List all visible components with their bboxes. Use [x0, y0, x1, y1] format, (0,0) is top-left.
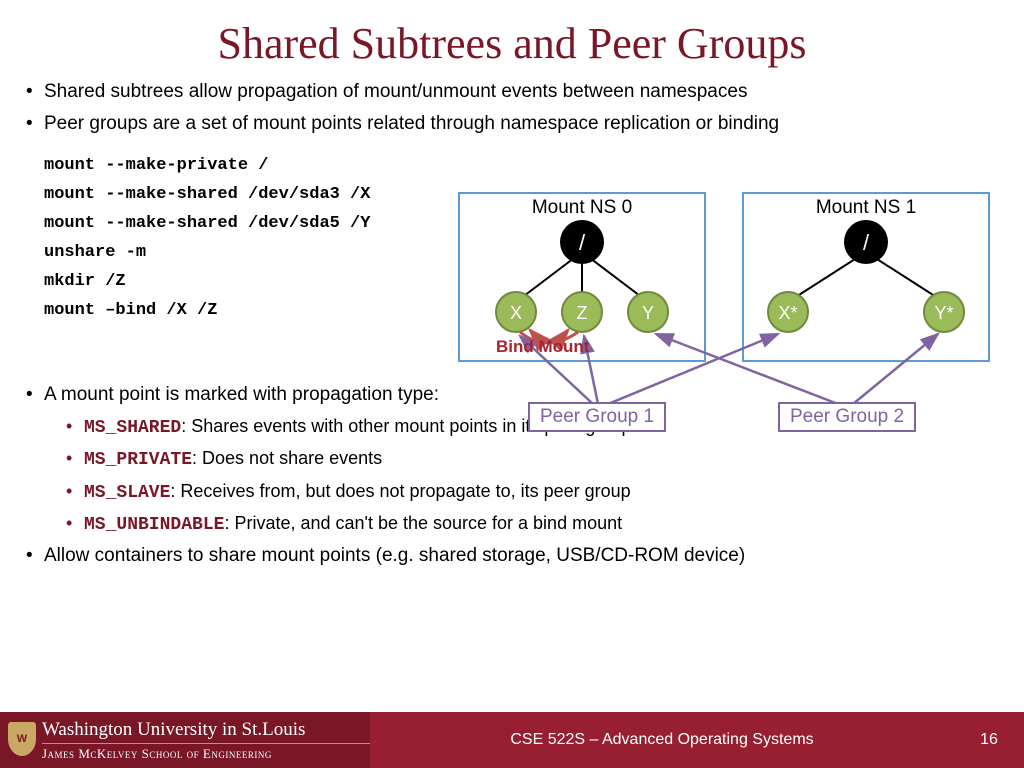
peer-group-2: Peer Group 2: [778, 402, 916, 432]
code-line: mount --make-shared /dev/sda5 /Y: [44, 210, 456, 239]
university-name: Washington University in St.Louis: [42, 719, 370, 741]
shield-icon: W: [8, 722, 36, 756]
bullet-2: Peer groups are a set of mount points re…: [26, 111, 998, 137]
page-number: 16: [954, 731, 1024, 749]
code-line: mount --make-shared /dev/sda3 /X: [44, 181, 456, 210]
prop-item: MS_UNBINDABLE: Private, and can't be the…: [66, 511, 998, 537]
university-logo: W Washington University in St.Louis Jame…: [0, 712, 370, 768]
code-line: mkdir /Z: [44, 268, 456, 297]
prop-item: MS_PRIVATE: Does not share events: [66, 446, 998, 472]
peer-group-1: Peer Group 1: [528, 402, 666, 432]
slide-footer: W Washington University in St.Louis Jame…: [0, 712, 1024, 768]
ns0-title: Mount NS 0: [460, 194, 704, 222]
ns1-box: Mount NS 1: [742, 192, 990, 362]
bullet-4: Allow containers to share mount points (…: [26, 543, 998, 569]
code-line: mount –bind /X /Z: [44, 297, 456, 326]
ns1-title: Mount NS 1: [744, 194, 988, 222]
propagation-list: MS_SHARED: Shares events with other moun…: [66, 414, 998, 537]
school-name: James McKelvey School of Engineering: [42, 743, 370, 762]
mount-diagram: Mount NS 0 Mount NS 1 / X Z Y / X: [458, 192, 998, 432]
slide-title: Shared Subtrees and Peer Groups: [0, 0, 1024, 69]
code-block: mount --make-private / mount --make-shar…: [44, 152, 456, 325]
code-line: mount --make-private /: [44, 152, 456, 181]
course-label: CSE 522S – Advanced Operating Systems: [370, 731, 954, 749]
code-line: unshare -m: [44, 239, 456, 268]
bind-mount-label: Bind Mount: [496, 337, 589, 357]
prop-item: MS_SLAVE: Receives from, but does not pr…: [66, 479, 998, 505]
bullet-1: Shared subtrees allow propagation of mou…: [26, 79, 998, 105]
